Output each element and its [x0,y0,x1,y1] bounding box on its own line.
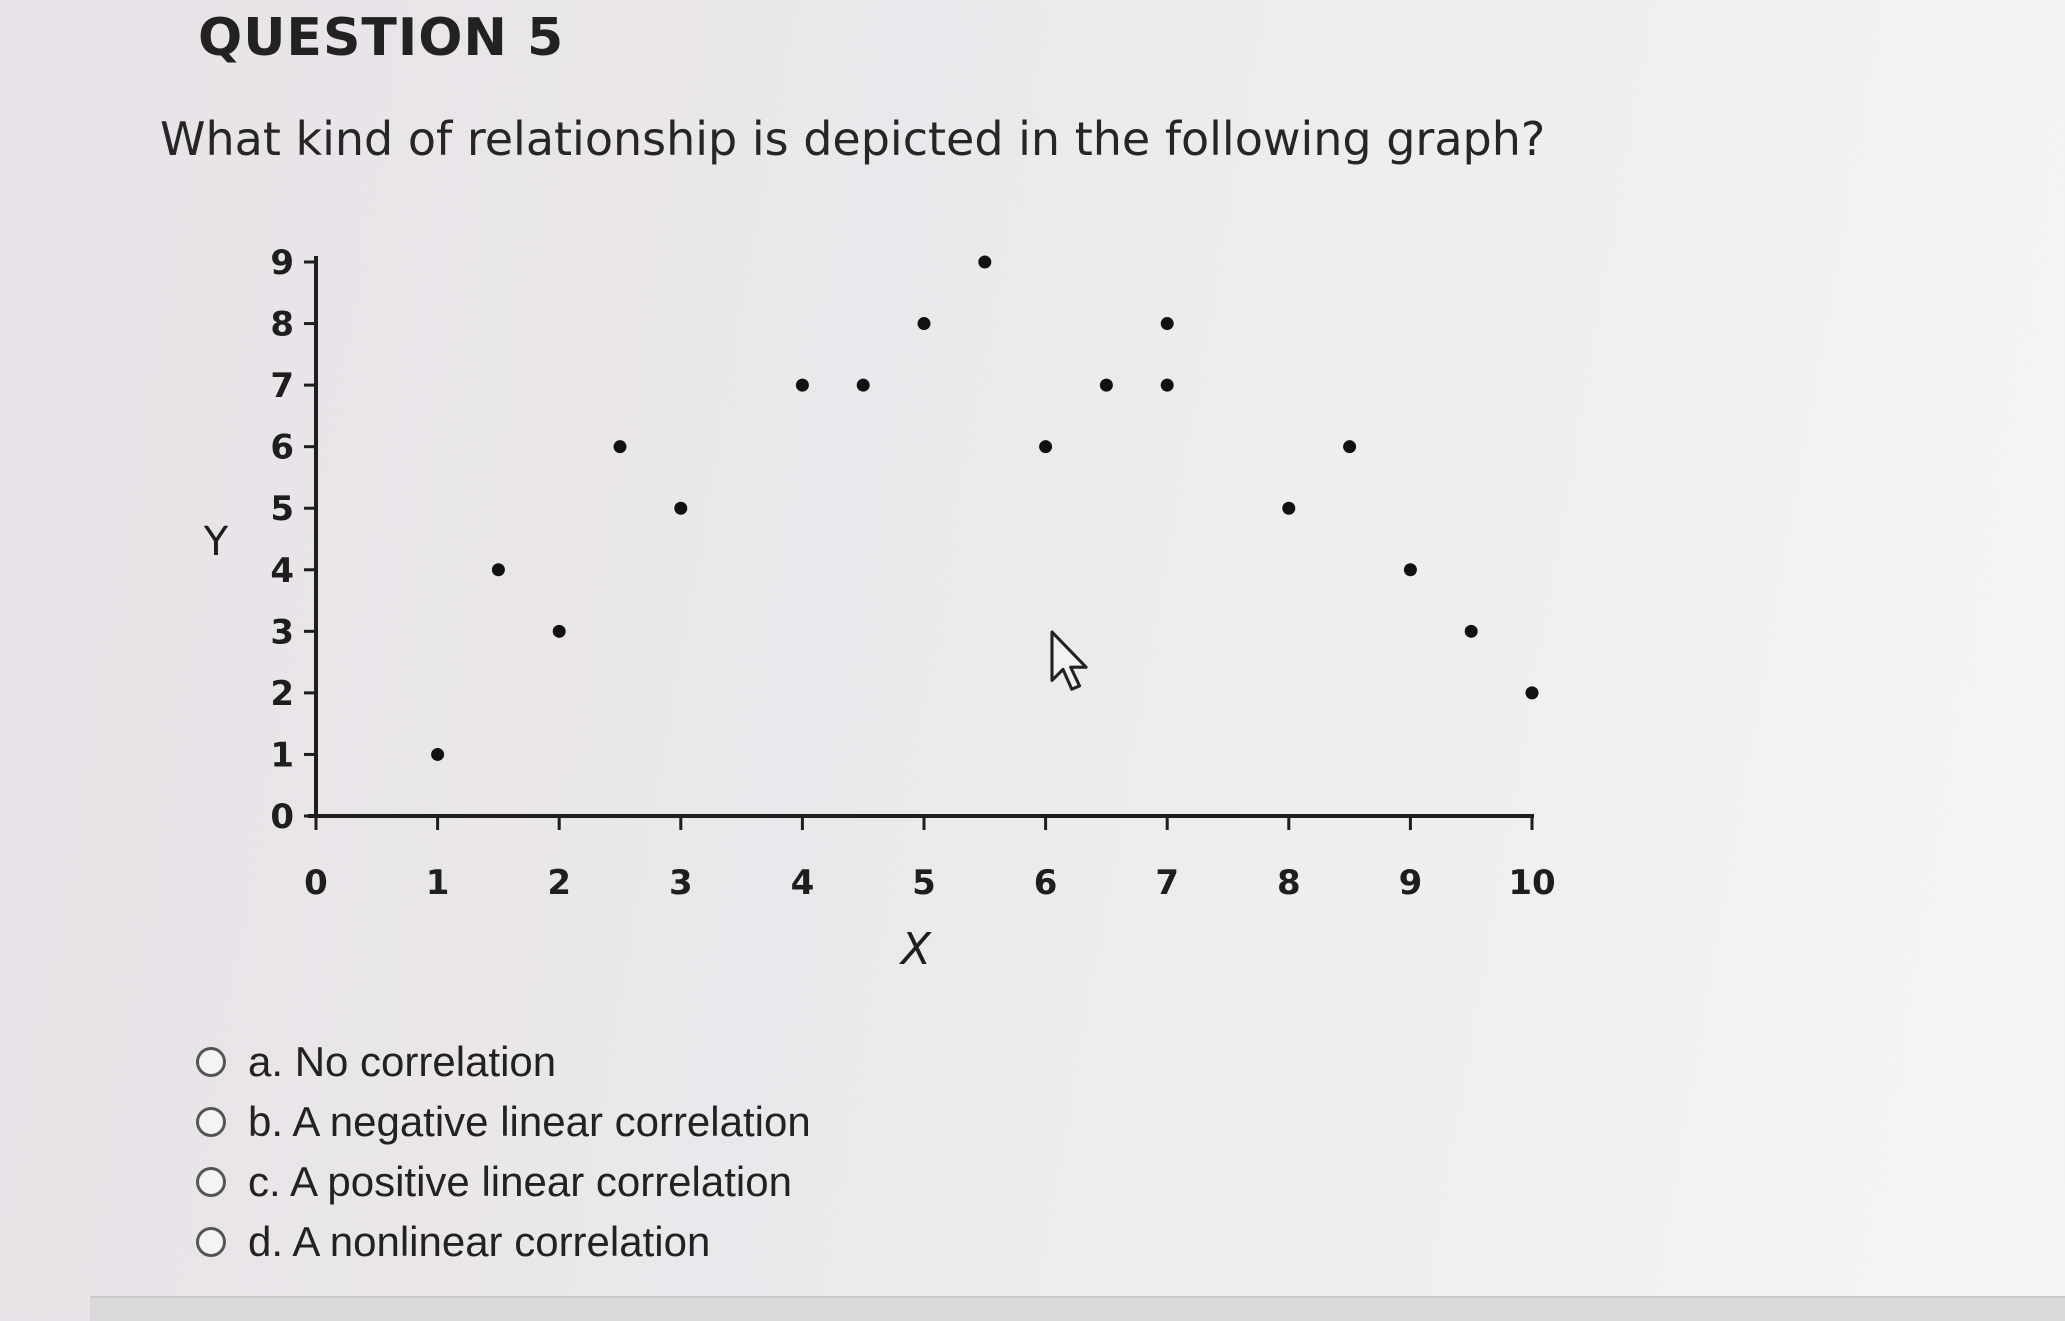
x-tick-label-1: 1 [426,863,450,903]
answer-label-c: c. A positive linear correlation [248,1158,792,1205]
data-point-18 [1525,686,1539,700]
y-tick-label-6: 6 [270,428,294,468]
y-tick-label-3: 3 [270,612,294,652]
x-tick-label-5: 5 [912,863,936,903]
data-point-14 [1282,501,1296,515]
data-point-15 [1343,440,1357,454]
answer-label-d: d. A nonlinear correlation [248,1218,711,1265]
scatter-plot: 0 1 2 3 4 5 6 7 8 9 0 1 2 3 4 5 6 7 8 9 10 X Y [203,243,1556,975]
y-tick-label-8: 8 [270,305,294,345]
y-tick-label-2: 2 [270,674,294,714]
data-point-2 [491,563,505,577]
y-tick-label-9: 9 [270,243,294,283]
data-point-6 [795,378,809,392]
x-tick-label-3: 3 [669,863,693,903]
answer-option-c[interactable]: c. A positive linear correlation [196,1152,811,1212]
x-tick-label-0: 0 [304,863,328,903]
x-tick-label-2: 2 [547,863,571,903]
x-tick-label-10: 10 [1508,863,1555,903]
data-point-9 [978,255,992,269]
answer-option-d[interactable]: d. A nonlinear correlation [196,1212,811,1272]
answer-options: a. No correlation b. A negative linear c… [196,1032,811,1272]
data-point-3 [552,624,566,638]
data-point-10 [1039,440,1053,454]
y-tick-label-1: 1 [270,735,294,775]
data-point-1 [431,747,445,761]
answer-option-b[interactable]: b. A negative linear correlation [196,1092,811,1152]
x-tick-label-4: 4 [791,863,815,903]
question-number-title: QUESTION 5 [198,8,565,68]
x-tick-label-9: 9 [1399,863,1423,903]
mouse-cursor-icon [1050,630,1088,691]
answer-option-a[interactable]: a. No correlation [196,1032,811,1092]
radio-a[interactable] [196,1047,226,1077]
y-tick-label-0: 0 [270,797,294,837]
data-point-4 [613,440,627,454]
y-tick-label-7: 7 [270,366,294,406]
radio-c[interactable] [196,1167,226,1197]
radio-d[interactable] [196,1227,226,1257]
data-point-7 [856,378,870,392]
answer-label-a: a. No correlation [248,1038,557,1085]
y-axis-title: Y [203,519,229,565]
y-tick-label-5: 5 [270,489,294,529]
x-tick-label-7: 7 [1155,863,1179,903]
data-point-5 [674,501,688,515]
bottom-panel-edge [90,1296,2065,1321]
data-point-13 [1160,317,1174,331]
data-point-16 [1403,563,1417,577]
x-tick-label-8: 8 [1277,863,1301,903]
radio-b[interactable] [196,1107,226,1137]
data-point-8 [917,317,931,331]
question-prompt: What kind of relationship is depicted in… [160,112,1546,166]
data-point-12 [1160,378,1174,392]
data-point-17 [1464,624,1478,638]
data-point-11 [1099,378,1113,392]
answer-label-b: b. A negative linear correlation [248,1098,811,1145]
x-tick-label-6: 6 [1034,863,1058,903]
x-axis-title: X [899,924,932,975]
y-tick-label-4: 4 [270,551,294,591]
